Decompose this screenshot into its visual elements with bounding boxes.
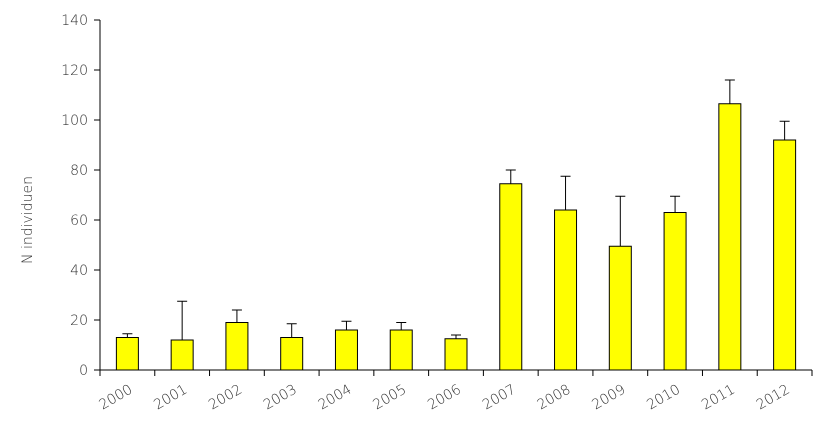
y-axis: 0 20 40 60 80 100 120 140 [61,13,101,379]
y-tick-label: 40 [70,263,88,279]
bar-2011 [718,103,742,371]
x-tick-label: 2009 [589,382,628,414]
bar-2000 [115,337,139,371]
bar-2006 [444,338,468,371]
y-tick-label: 100 [61,113,88,129]
bar-2001 [170,339,194,371]
error-bars [122,79,790,340]
bar-2009 [608,245,632,371]
bar-2005 [389,329,413,371]
x-axis: 2000 2001 2002 2003 2004 2005 2006 2007 2008 2009… [97,369,813,414]
bar-2012 [773,139,797,371]
x-tick-label: 2011 [699,382,738,414]
y-axis-title: N individuen [20,176,36,264]
x-tick-label: 2001 [151,382,190,414]
x-tick-label: 2012 [754,382,793,414]
bar-2003 [280,337,304,371]
x-tick-label: 2005 [370,382,409,414]
y-tick-label: 140 [61,13,88,29]
y-tick-label: 20 [70,313,88,329]
bar-2008 [554,209,578,371]
x-tick-label: 2000 [97,382,136,414]
bars [115,103,797,371]
x-tick-label: 2010 [644,382,683,414]
x-tick-label: 2007 [480,382,519,414]
bar-2004 [334,329,358,371]
y-tick-label: 60 [70,213,88,229]
x-tick-label: 2008 [535,382,574,414]
bar-2010 [663,212,687,371]
x-tick-label: 2004 [316,382,355,414]
y-tick-label: 80 [70,163,88,179]
x-tick-label: 2006 [425,382,464,414]
bar-2002 [225,322,249,371]
x-tick-label: 2002 [206,382,245,414]
bar-2007 [499,183,523,371]
x-tick-label: 2003 [261,382,300,414]
y-tick-label: 0 [79,363,88,379]
y-tick-label: 120 [61,63,88,79]
